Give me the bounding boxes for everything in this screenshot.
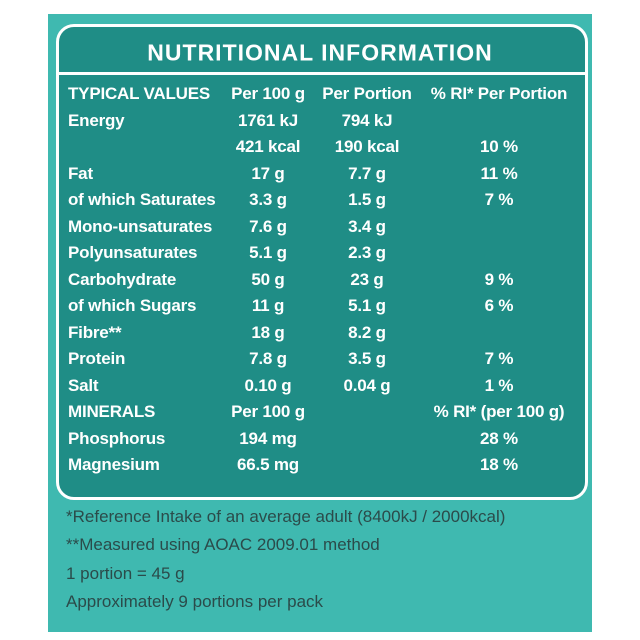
cell: 7 % xyxy=(484,190,514,209)
row-label: Phosphorus xyxy=(68,428,166,448)
cell: % RI* Per Portion xyxy=(430,84,568,103)
row-label: MINERALS xyxy=(68,402,156,421)
cell: 3.5 g xyxy=(348,349,386,368)
footnote: Approximately 9 portions per pack xyxy=(66,591,324,611)
cell: 794 kJ xyxy=(341,110,393,130)
cell: 18 % xyxy=(480,455,518,474)
cell: 1761 kJ xyxy=(237,110,299,130)
cell: 1 % xyxy=(484,375,514,395)
cell: Per 100 g xyxy=(231,402,305,421)
cell: 28 % xyxy=(480,428,518,448)
footnote: *Reference Intake of an average adult (8… xyxy=(66,507,506,526)
cell: 17 g xyxy=(251,163,285,183)
cell: 3.4 g xyxy=(348,216,386,236)
cell: 5.1 g xyxy=(348,296,386,315)
cell: 9 % xyxy=(484,269,514,289)
row-label: Carbohydrate xyxy=(68,269,177,289)
row-label: Fibre** xyxy=(68,322,122,342)
cell: 6 % xyxy=(484,296,514,315)
title: NUTRITIONAL INFORMATION xyxy=(147,39,493,66)
cell: 194 mg xyxy=(239,428,297,448)
row-label: Magnesium xyxy=(68,455,160,474)
cell: % RI* (per 100 g) xyxy=(433,402,565,421)
nutrition-panel xyxy=(56,24,588,500)
cell: 8.2 g xyxy=(348,322,386,342)
cell: 1.5 g xyxy=(348,190,386,209)
row-label: Salt xyxy=(68,375,99,395)
cell: 190 kcal xyxy=(334,137,400,156)
divider xyxy=(58,72,585,75)
cell: 18 g xyxy=(251,322,285,342)
cell: 3.3 g xyxy=(249,190,287,209)
cell: Per Portion xyxy=(322,84,412,103)
cell: 0.04 g xyxy=(343,375,391,395)
cell: 2.3 g xyxy=(348,243,386,262)
cell: 50 g xyxy=(251,269,285,289)
cell: 5.1 g xyxy=(249,243,287,262)
cell: 7.8 g xyxy=(249,349,287,368)
footnote: 1 portion = 45 g xyxy=(66,563,185,583)
row-label: Energy xyxy=(68,110,125,130)
cell: 421 kcal xyxy=(235,137,301,156)
row-label: of which Sugars xyxy=(68,296,197,315)
row-label: of which Saturates xyxy=(68,190,216,209)
cell: 7.7 g xyxy=(348,163,386,183)
cell: 11 % xyxy=(480,163,518,183)
row-label: Protein xyxy=(68,349,126,368)
cell: 66.5 mg xyxy=(237,455,299,474)
row-label: Fat xyxy=(68,163,93,183)
cell: 0.10 g xyxy=(244,375,292,395)
footnote: **Measured using AOAC 2009.01 method xyxy=(66,535,380,555)
cell: 7 % xyxy=(484,349,514,368)
cell: 11 g xyxy=(251,296,285,315)
cell: Per 100 g xyxy=(231,84,305,103)
row-label: Mono-unsaturates xyxy=(68,216,213,236)
cell: 7.6 g xyxy=(249,216,287,236)
row-label: TYPICAL VALUES xyxy=(68,84,211,103)
row-label: Polyunsaturates xyxy=(68,243,198,262)
cell: 23 g xyxy=(350,269,384,289)
cell: 10 % xyxy=(480,137,518,156)
